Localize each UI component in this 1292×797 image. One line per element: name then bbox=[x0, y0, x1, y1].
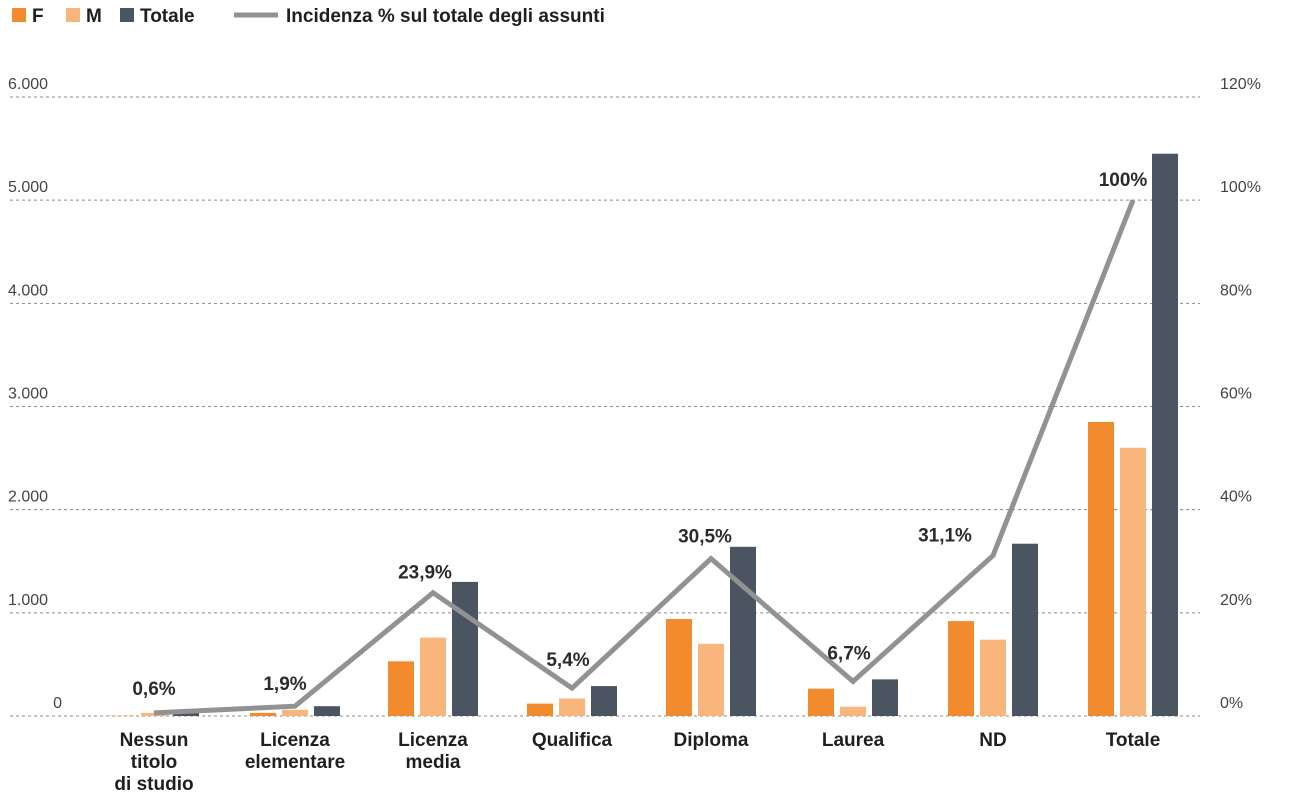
line-incidenza bbox=[153, 199, 1136, 716]
bar-f bbox=[808, 688, 834, 716]
data-label: 6,7% bbox=[827, 643, 870, 664]
y-right-tick-label: 60% bbox=[1220, 386, 1252, 403]
x-category-label: Diploma bbox=[674, 730, 749, 751]
x-category-label: di studio bbox=[114, 774, 193, 795]
legend-label: F bbox=[32, 6, 44, 27]
y-left-tick-label: 6.000 bbox=[8, 76, 48, 93]
legend-label: Totale bbox=[140, 6, 195, 27]
bar-m bbox=[420, 637, 446, 716]
data-label: 5,4% bbox=[546, 650, 589, 671]
y-right-tick-label: 120% bbox=[1220, 76, 1261, 93]
bar-f bbox=[1088, 421, 1114, 716]
y-right-tick-label: 80% bbox=[1220, 282, 1252, 299]
y-left-tick-label: 2.000 bbox=[8, 489, 48, 506]
y-left-tick-label: 3.000 bbox=[8, 386, 48, 403]
y-right-tick-label: 0% bbox=[1220, 695, 1243, 712]
legend-label: Incidenza % sul totale degli assunti bbox=[286, 6, 605, 27]
bar-f bbox=[250, 712, 276, 716]
data-label: 30,5% bbox=[678, 527, 732, 548]
legend-swatch-m bbox=[66, 8, 80, 22]
x-category-label: Nessun bbox=[120, 730, 189, 751]
bar-f bbox=[948, 621, 974, 716]
bar-totale bbox=[1152, 153, 1178, 716]
bar-m bbox=[559, 698, 585, 716]
bar-totale bbox=[872, 679, 898, 716]
bar-m bbox=[141, 712, 167, 716]
bar-totale bbox=[730, 546, 756, 716]
x-category-label: titolo bbox=[131, 752, 177, 773]
legend-swatch-totale bbox=[120, 8, 134, 22]
data-label: 23,9% bbox=[398, 563, 452, 584]
bar-m bbox=[282, 709, 308, 716]
x-category-label: Qualifica bbox=[532, 730, 613, 751]
x-category-label: Totale bbox=[1106, 730, 1161, 751]
x-category-label: ND bbox=[979, 730, 1006, 751]
bar-f bbox=[666, 619, 692, 716]
y-left-tick-label: 1.000 bbox=[8, 592, 48, 609]
bar-f bbox=[388, 661, 414, 716]
y-right-tick-label: 20% bbox=[1220, 592, 1252, 609]
legend-label: M bbox=[86, 6, 102, 27]
x-category-label: Laurea bbox=[822, 730, 885, 751]
bar-totale bbox=[452, 581, 478, 716]
bar-totale bbox=[1012, 543, 1038, 716]
data-label: 0,6% bbox=[132, 679, 175, 700]
bar-totale bbox=[173, 712, 199, 716]
y-left-tick-label: 4.000 bbox=[8, 282, 48, 299]
y-left-tick-label: 0 bbox=[53, 695, 62, 712]
data-label: 31,1% bbox=[918, 526, 972, 547]
bar-m bbox=[698, 643, 724, 716]
bar-f bbox=[527, 703, 553, 716]
bar-totale bbox=[314, 706, 340, 716]
x-category-label: elementare bbox=[245, 752, 345, 773]
y-right-tick-label: 40% bbox=[1220, 489, 1252, 506]
y-right-tick-label: 100% bbox=[1220, 179, 1261, 196]
x-category-label: Licenza bbox=[398, 730, 468, 751]
bar-m bbox=[840, 706, 866, 716]
bar-totale bbox=[591, 686, 617, 716]
data-label: 100% bbox=[1099, 170, 1148, 191]
bar-m bbox=[980, 639, 1006, 716]
y-left-tick-label: 5.000 bbox=[8, 179, 48, 196]
bar-m bbox=[1120, 447, 1146, 716]
x-category-label: media bbox=[406, 752, 461, 773]
data-label: 1,9% bbox=[263, 674, 306, 695]
legend-swatch-f bbox=[12, 8, 26, 22]
x-category-label: Licenza bbox=[260, 730, 330, 751]
